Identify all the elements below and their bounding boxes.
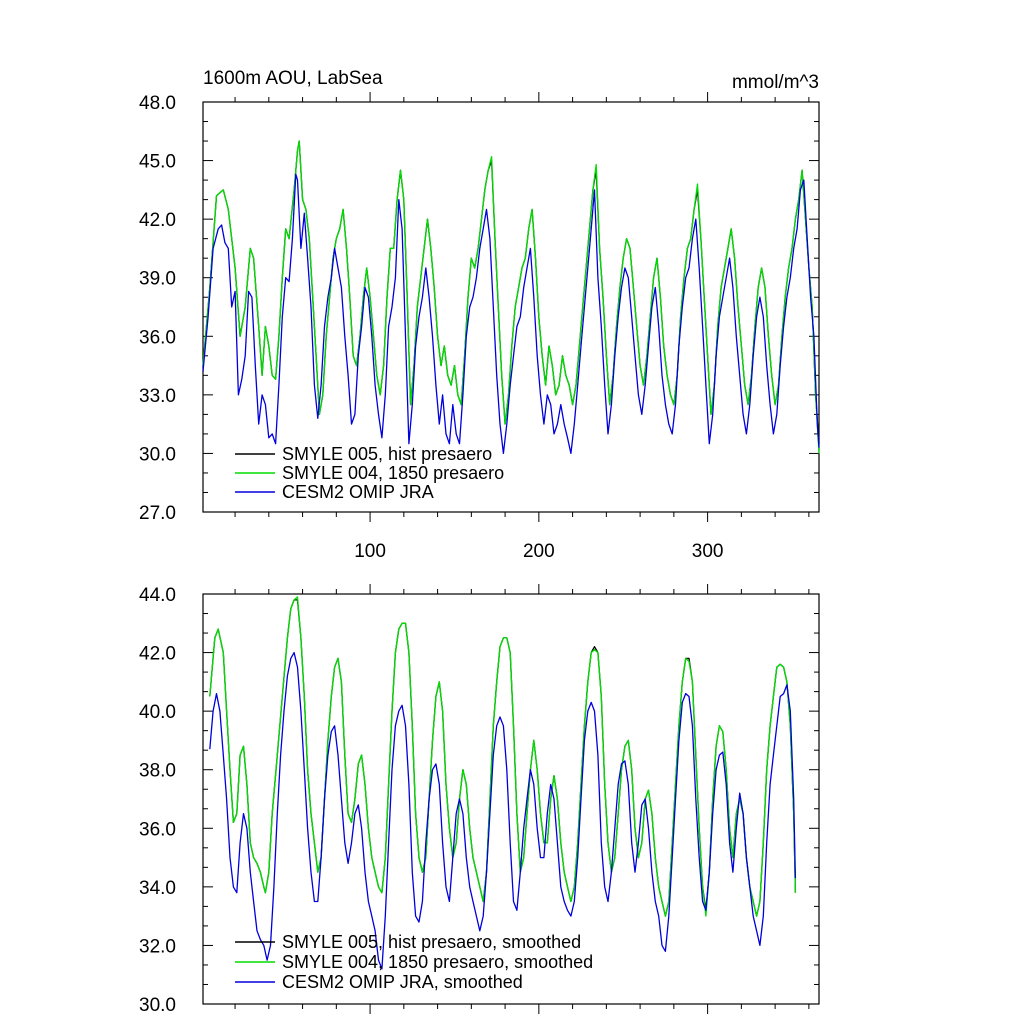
bottom-chart-panel: 30.0 32.0 34.0 36.0 38.0 40.0 42.0 44.0 SMYLE 0… [139,584,820,1016]
y-tick-label: 30.0 [139,995,176,1016]
legend: SMYLE 005, hist presaero, smoothedSMYLE … [235,932,593,992]
y-tick-label: 34.0 [139,878,176,899]
y-tick-label: 42.0 [139,210,176,231]
units-label: mmol/m^3 [732,72,819,93]
y-axis: 27.0 30.0 33.0 36.0 39.0 42.0 45.0 48.0 [139,93,819,524]
x-tick-label: 100 [354,541,386,562]
x-axis [234,584,810,1014]
series-line-2 [202,140,820,454]
series-line-1 [209,599,797,917]
y-tick-label: 38.0 [139,761,176,782]
chart-title: 1600m AOU, LabSea [203,68,383,89]
legend-label-3: CESM2 OMIP JRA [282,482,434,502]
legend-label-2: SMYLE 004, 1850 presaero [282,463,504,483]
legend-label-3: CESM2 OMIP JRA, smoothed [282,972,523,992]
plot-frame [202,593,820,1005]
y-tick-label: 30.0 [139,444,176,465]
series-group [209,596,797,970]
y-tick-label: 42.0 [139,644,176,665]
y-tick-label: 48.0 [139,93,176,114]
x-tick-label: 300 [692,541,724,562]
y-tick-label: 39.0 [139,269,176,290]
legend-label-1: SMYLE 005, hist presaero [282,444,492,464]
series-line-2 [209,596,797,917]
y-tick-label: 44.0 [139,585,176,606]
x-axis: 100 200 300 [234,92,810,562]
y-tick-label: 45.0 [139,152,176,173]
plot-frame [202,101,820,513]
y-tick-label: 27.0 [139,503,176,524]
y-tick-label: 40.0 [139,702,176,723]
top-chart-panel: 1600m AOU, LabSea mmol/m^3 27.0 30.0 33.0 3… [139,68,820,562]
y-axis: 30.0 32.0 34.0 36.0 38.0 40.0 42.0 44.0 [139,585,819,1016]
y-tick-label: 36.0 [139,819,176,840]
x-tick-label: 200 [523,541,555,562]
series-line-3 [209,651,797,970]
legend-label-1: SMYLE 005, hist presaero, smoothed [282,932,581,952]
y-tick-label: 36.0 [139,327,176,348]
series-group [202,140,820,455]
y-tick-label: 32.0 [139,936,176,957]
y-tick-label: 33.0 [139,386,176,407]
legend-label-2: SMYLE 004, 1850 presaero, smoothed [282,952,593,972]
series-line-3 [202,173,820,455]
